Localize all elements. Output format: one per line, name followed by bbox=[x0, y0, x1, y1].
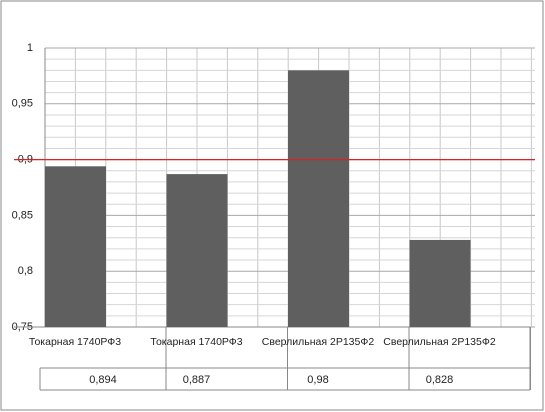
x-tick-label: Токарная 1740РФ3 bbox=[28, 336, 122, 348]
bar bbox=[166, 174, 228, 327]
bar bbox=[409, 239, 471, 327]
value-label: 0,894 bbox=[89, 374, 117, 386]
x-tick-label: Сверлильная 2Р135Ф2 bbox=[383, 336, 496, 348]
y-tick-label: 0,95 bbox=[12, 98, 33, 110]
y-tick-label: 0,85 bbox=[12, 209, 33, 221]
bar bbox=[45, 166, 106, 327]
x-tick-label: Токарная 1740РФ3 bbox=[150, 336, 243, 348]
y-tick-label: 1 bbox=[27, 42, 33, 54]
value-label: 0,98 bbox=[307, 374, 328, 386]
x-tick-label: Сверлильная 2Р135Ф2 bbox=[261, 336, 375, 348]
value-label: 0,887 bbox=[183, 374, 211, 386]
value-label: 0,828 bbox=[426, 374, 454, 386]
bar bbox=[288, 70, 349, 327]
y-tick-label: 0,8 bbox=[18, 265, 33, 277]
